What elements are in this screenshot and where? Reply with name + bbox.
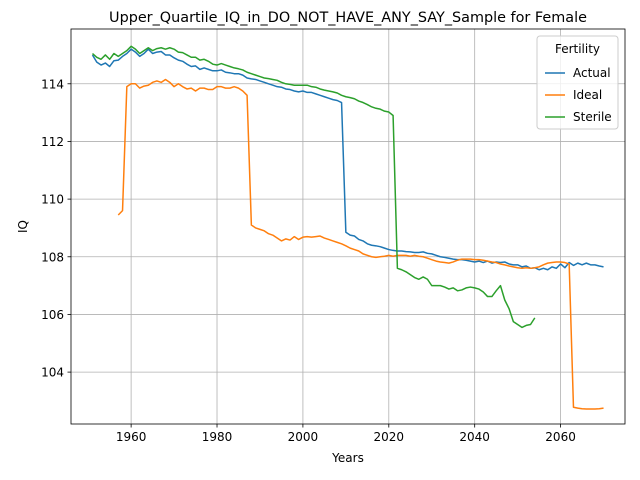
x-tick-label: 1960 [116,430,147,444]
chart-title: Upper_Quartile_IQ_in_DO_NOT_HAVE_ANY_SAY… [109,10,587,26]
y-tick-label: 104 [41,366,64,380]
legend-label-actual: Actual [573,66,611,80]
y-tick-label: 108 [41,250,64,264]
y-axis-ticks: 104 106 108 110 112 114 [41,77,71,380]
series-line-actual [91,48,604,271]
y-tick-label: 112 [41,135,64,149]
series-line-sterile [91,45,536,329]
x-axis-title: Years [331,451,364,465]
x-tick-label: 2040 [459,430,490,444]
legend-label-sterile: Sterile [573,110,612,124]
x-axis-ticks: 1960 1980 2000 2020 2040 2060 [116,424,576,444]
legend-label-ideal: Ideal [573,88,602,102]
x-tick-label: 2060 [545,430,576,444]
series-lines [91,45,604,410]
x-tick-label: 2020 [374,430,405,444]
y-tick-label: 114 [41,77,64,91]
y-tick-label: 110 [41,193,64,207]
x-tick-label: 1980 [202,430,233,444]
legend-box [536,35,619,130]
legend-title: Fertility [555,42,600,56]
y-axis-title: IQ [16,220,30,233]
y-tick-label: 106 [41,308,64,322]
plot-frame [70,28,626,425]
x-tick-label: 2000 [288,430,319,444]
legend: Fertility Actual Ideal Sterile [536,35,619,130]
legend-items: Actual Ideal Sterile [545,66,612,124]
series-line-ideal [117,78,604,410]
